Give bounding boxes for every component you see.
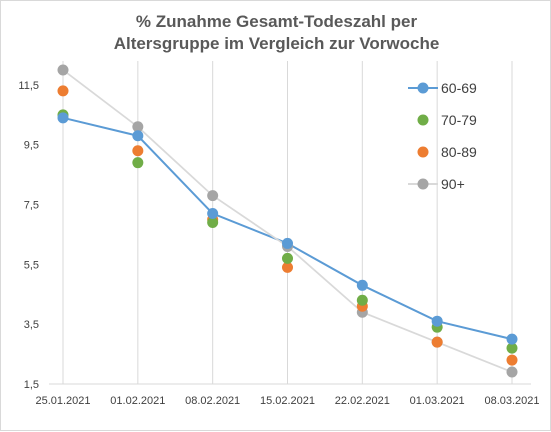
- y-tick-label-5-5: 5,5: [24, 259, 39, 271]
- legend-label-70-79: 70-79: [441, 112, 477, 128]
- point-70-79-4: [356, 294, 368, 306]
- point-60-69-3: [282, 237, 293, 249]
- point-60-69-4: [356, 279, 368, 291]
- x-tick-label-25-01-2021: 25.01.2021: [35, 395, 90, 407]
- point-80-89-3: [282, 261, 293, 273]
- chart-title-line-2: Altersgruppe im Vergleich zur Vorwoche: [113, 34, 440, 53]
- y-tick-label-11-5: 11,5: [18, 80, 39, 92]
- x-tick-label-08-02-2021: 08.02.2021: [185, 395, 240, 407]
- y-tick-label-7-5: 7,5: [24, 200, 39, 212]
- x-tick-label-15-02-2021: 15.02.2021: [260, 395, 315, 407]
- x-tick-label-08-03-2021: 08.03.2021: [484, 395, 539, 407]
- legend-marker-60-69: [417, 82, 429, 94]
- x-tick-label-01-02-2021: 01.02.2021: [110, 395, 165, 407]
- point-80-89-5: [431, 336, 443, 348]
- legend-marker-90: [417, 178, 429, 190]
- y-tick-label-1-5: 1,5: [24, 379, 39, 391]
- legend-marker-80-89: [417, 146, 429, 158]
- point-70-79-3: [282, 252, 293, 264]
- point-70-79-2: [207, 217, 219, 228]
- x-tick-label-01-03-2021: 01.03.2021: [410, 395, 465, 407]
- point-60-69-5: [431, 315, 443, 327]
- legend-marker-70-79: [417, 114, 429, 126]
- point-90-1: [132, 121, 144, 133]
- chart-title-line-1: % Zunahme Gesamt-Todeszahl per: [135, 12, 418, 31]
- point-90-2: [207, 190, 219, 202]
- y-tick-label-3-5: 3,5: [24, 319, 39, 331]
- point-60-69-0: [57, 112, 69, 124]
- point-70-79-6: [506, 342, 518, 354]
- y-tick-label-9-5: 9,5: [24, 140, 39, 152]
- legend-label-90: 90+: [441, 176, 465, 192]
- point-90-6: [506, 366, 518, 378]
- point-70-79-1: [132, 157, 144, 169]
- point-90-0: [57, 64, 69, 76]
- point-60-69-1: [132, 130, 144, 142]
- point-60-69-2: [207, 208, 219, 220]
- legend-label-60-69: 60-69: [441, 80, 477, 96]
- point-80-89-1: [132, 145, 144, 157]
- point-60-69-6: [506, 333, 518, 345]
- x-tick-label-22-02-2021: 22.02.2021: [335, 395, 390, 407]
- point-80-89-0: [57, 85, 69, 97]
- chart-title: % Zunahme Gesamt-Todeszahl per Altersgru…: [1, 11, 551, 55]
- point-80-89-6: [506, 354, 518, 366]
- legend-label-80-89: 80-89: [441, 144, 477, 160]
